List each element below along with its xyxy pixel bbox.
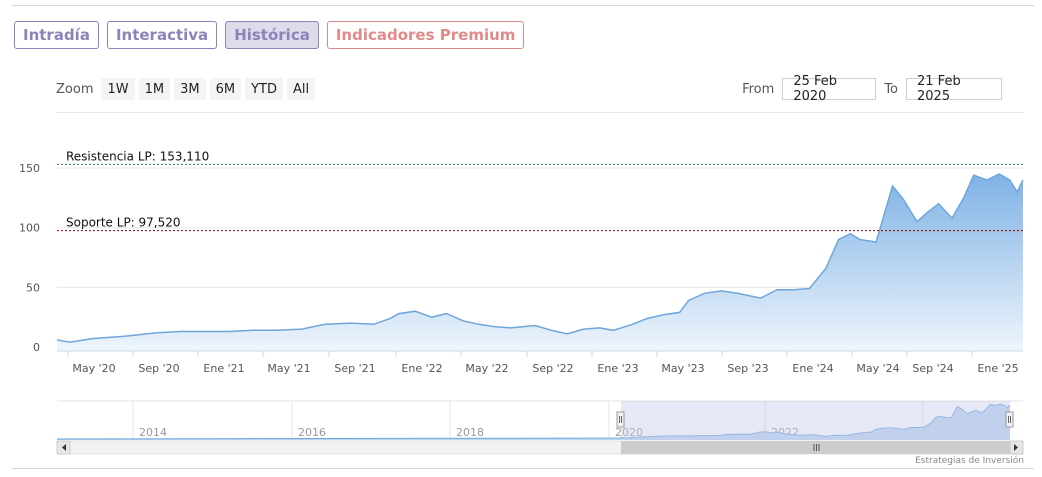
zoom-1m-button[interactable]: 1M: [138, 78, 171, 100]
x-tick-label: Sep '20: [138, 362, 179, 375]
bottom-divider: [12, 468, 1034, 469]
top-divider: [12, 5, 1034, 6]
from-label: From: [742, 81, 775, 97]
y-tick-label: 100: [19, 222, 40, 235]
navigator-tick-label: 2020: [615, 426, 643, 439]
date-range: From 25 Feb 2020 To 21 Feb 2025: [742, 74, 1002, 104]
y-tick-label: 0: [33, 341, 40, 354]
x-tick-label: May '22: [465, 362, 508, 375]
navigator-area: [57, 404, 1010, 440]
x-tick-label: Ene '21: [203, 362, 244, 375]
navigator-right-handle[interactable]: [1005, 411, 1014, 428]
navigator[interactable]: 201420162018202020222024: [56, 400, 1024, 455]
y-tick-label: 150: [19, 162, 40, 175]
scrollbar-right-arrow[interactable]: [1009, 440, 1024, 455]
zoom-1w-button[interactable]: 1W: [101, 78, 135, 100]
navigator-scrollbar[interactable]: [56, 440, 1024, 455]
tab-historica[interactable]: Histórica: [225, 21, 319, 49]
credits: Estrategias de Inversión: [915, 456, 1024, 466]
tab-intradia[interactable]: Intradía: [14, 21, 99, 49]
support-label: Soporte LP: 97,520: [66, 216, 181, 230]
x-tick-label: Sep '22: [532, 362, 573, 375]
x-tick-label: May '24: [856, 362, 899, 375]
toolbar-divider: [56, 112, 1024, 113]
zoom-6m-button[interactable]: 6M: [209, 78, 242, 100]
x-tick-label: May '20: [72, 362, 115, 375]
y-tick-label: 50: [26, 281, 40, 294]
scrollbar-thumb[interactable]: [621, 441, 1010, 454]
zoom-ytd-button[interactable]: YTD: [245, 78, 284, 100]
navigator-selection[interactable]: [621, 401, 1010, 440]
navigator-tick-label: 2018: [456, 426, 484, 439]
x-tick-label: Sep '21: [334, 362, 375, 375]
tab-indicadores-premium[interactable]: Indicadores Premium: [326, 21, 525, 49]
navigator-line: [56, 403, 1011, 440]
to-date-input[interactable]: 21 Feb 2025: [906, 74, 1002, 104]
navigator-tick-label: 2014: [139, 426, 167, 439]
x-tick-label: Ene '24: [792, 362, 833, 375]
x-tick-label: May '21: [267, 362, 310, 375]
price-area: [57, 174, 1023, 351]
x-tick-label: Ene '23: [597, 362, 638, 375]
zoom-selector: Zoom 1W 1M 3M 6M YTD All: [56, 78, 316, 100]
x-tick-label: May '23: [661, 362, 704, 375]
x-tick-label: Ene '22: [401, 362, 442, 375]
x-tick-label: Sep '24: [912, 362, 953, 375]
price-line: [56, 173, 1024, 343]
zoom-3m-button[interactable]: 3M: [174, 78, 206, 100]
chart-type-tabs: Intradía Interactiva Histórica Indicador…: [14, 21, 525, 49]
navigator-left-handle[interactable]: [616, 411, 625, 428]
to-label: To: [884, 81, 898, 97]
x-tick-label: Ene '25: [977, 362, 1018, 375]
tab-interactiva[interactable]: Interactiva: [106, 21, 218, 49]
zoom-all-button[interactable]: All: [287, 78, 316, 100]
scrollbar-left-arrow[interactable]: [56, 440, 71, 455]
navigator-tick-label: 2016: [298, 426, 326, 439]
zoom-label: Zoom: [56, 81, 94, 97]
resistance-label: Resistencia LP: 153,110: [66, 149, 209, 163]
x-tick-label: Sep '23: [727, 362, 768, 375]
